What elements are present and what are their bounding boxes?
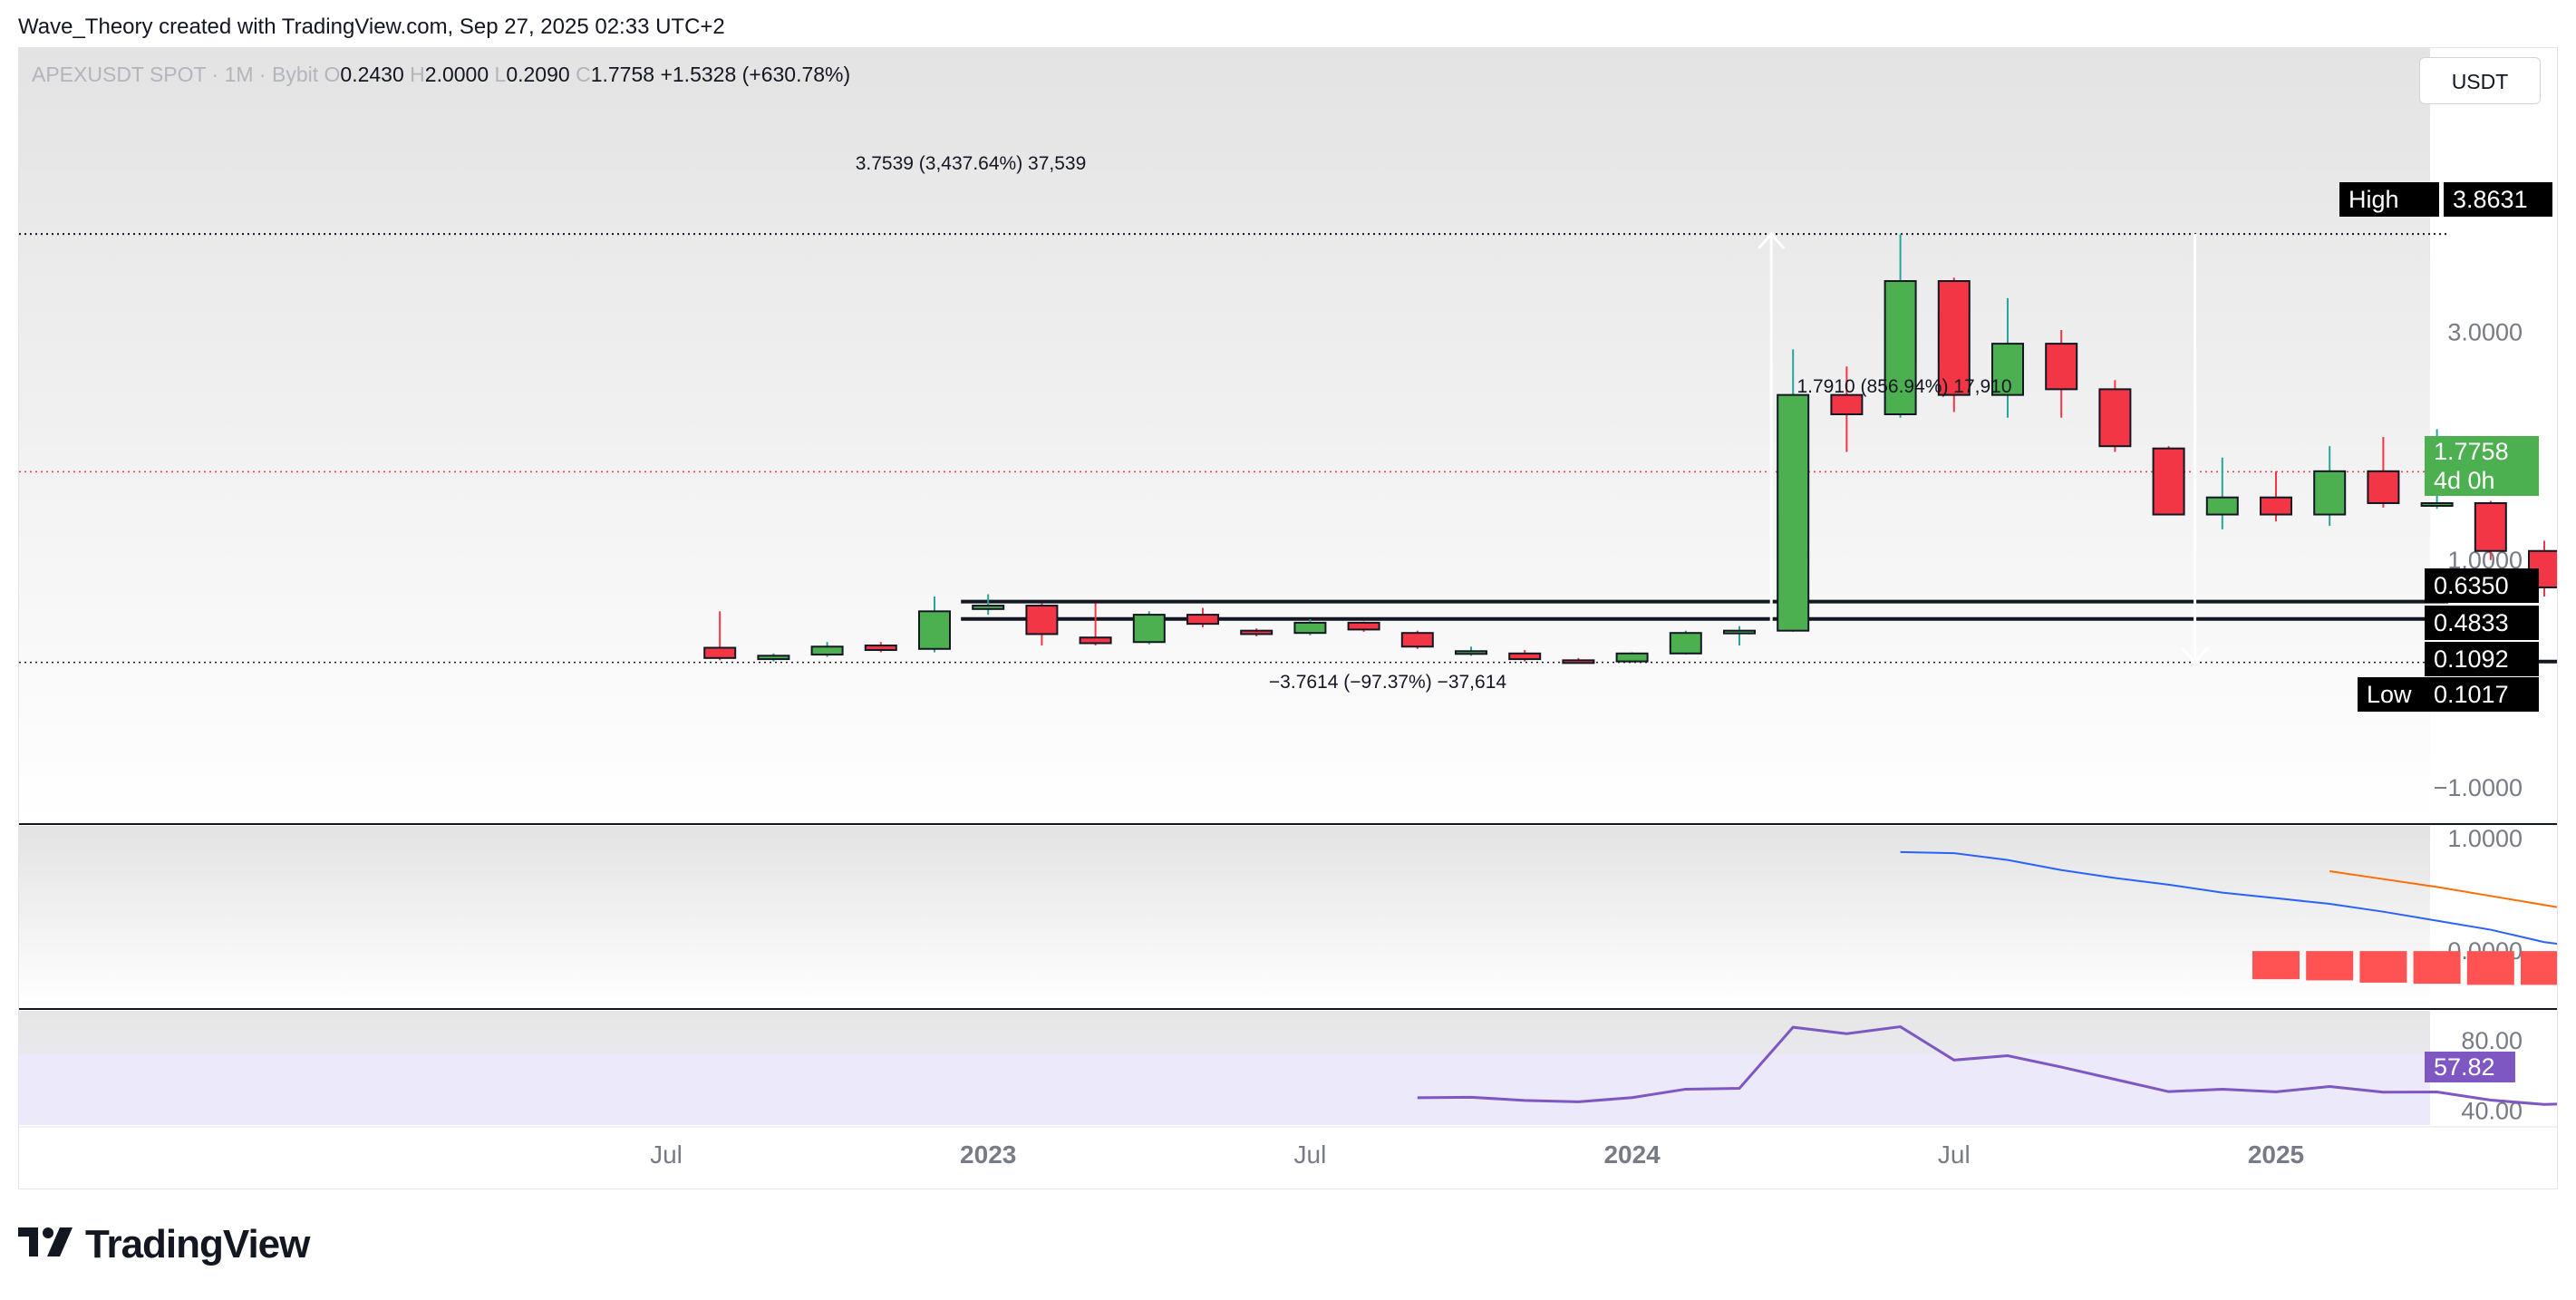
countdown-tag: 4d 0h — [2425, 465, 2539, 496]
high-label-tag: High — [2339, 182, 2439, 217]
candle-body — [1186, 614, 1219, 626]
candle-body — [703, 646, 737, 659]
candle-body — [1400, 632, 1434, 648]
candle-body — [1991, 343, 2024, 396]
candle-body — [757, 655, 790, 661]
candle-body — [1347, 621, 1380, 631]
rsi-value-tag: 57.82 — [2425, 1052, 2515, 1082]
level-tag-2: 0.4833 — [2425, 606, 2539, 640]
rise-measure-label: 1.7910 (856.94%) 17,910 — [1796, 376, 2011, 397]
rsi-band — [19, 1054, 2430, 1125]
chart-container[interactable]: 3.0000 2.0000 1.0000 −1.0000 3.7539 (3,437.6… — [18, 47, 2558, 1189]
macd-histogram-bar — [2359, 951, 2407, 983]
candle-body — [810, 645, 844, 656]
high-value: 2.0000 — [424, 63, 489, 86]
last-price-tag: 1.7758 — [2425, 436, 2539, 467]
time-axis-tick: Jul — [650, 1140, 683, 1169]
drop-arrow-head — [2181, 646, 2209, 665]
candle-body — [972, 605, 1005, 610]
macd-histogram-bar — [2306, 951, 2354, 981]
candle-body — [2313, 470, 2347, 516]
close-label: C — [576, 63, 591, 86]
brand-name: TradingView — [85, 1222, 310, 1266]
candle-body — [2152, 447, 2185, 516]
close-value: 1.7758 — [590, 63, 655, 86]
open-value: 0.2430 — [340, 63, 404, 86]
open-label: O — [324, 63, 341, 86]
rsi-line — [1417, 1024, 2557, 1106]
candle-body — [1293, 621, 1327, 635]
candle-body — [2045, 343, 2078, 391]
macd-signal-line — [2329, 870, 2557, 908]
candle-body — [864, 645, 897, 652]
time-axis-tick: Jul — [1938, 1140, 1971, 1169]
candle-body — [1937, 280, 1971, 396]
low-price-tag: 0.1017 — [2425, 677, 2539, 712]
candle-body — [1025, 605, 1059, 635]
time-axis-tick: Jul — [1294, 1140, 1327, 1169]
price-axis-tick: −1.0000 — [2434, 774, 2523, 801]
candle-body — [2205, 496, 2239, 516]
time-axis-tick: 2025 — [2248, 1140, 2304, 1169]
tradingview-logo-icon — [18, 1227, 73, 1256]
price-change: +1.5328 (+630.78%) — [660, 63, 851, 86]
candle-body — [1508, 652, 1542, 661]
macd-histogram-bar — [2413, 951, 2461, 985]
tradingview-brand[interactable]: TradingView — [18, 1222, 310, 1267]
time-axis-tick: 2023 — [960, 1140, 1016, 1169]
high-measure-label: 3.7539 (3,437.64%) 37,539 — [856, 153, 1087, 174]
candle-body — [1079, 636, 1112, 645]
candle-body — [2098, 388, 2132, 448]
macd-axis-tick: 1.0000 — [2447, 825, 2523, 852]
high-label: H — [410, 63, 425, 86]
macd-histogram-bar — [2252, 951, 2300, 980]
candle-body — [918, 610, 951, 650]
chart-svg[interactable]: 3.0000 2.0000 1.0000 −1.0000 3.7539 (3,437.6… — [19, 48, 2558, 1189]
chart-attribution-header: Wave_Theory created with TradingView.com… — [18, 15, 725, 39]
candle-body — [2367, 470, 2400, 504]
high-price-tag: 3.8631 — [2444, 182, 2552, 217]
macd-histogram-bar — [2466, 951, 2514, 985]
candle-body — [1884, 280, 1917, 415]
drop-measure-label: −3.7614 (−97.37%) −37,614 — [1269, 672, 1506, 693]
candle-body — [2474, 501, 2507, 552]
macd-line — [1900, 850, 2557, 945]
candle-body — [1562, 659, 1595, 665]
level-tag-1: 0.6350 — [2425, 568, 2539, 603]
low-label: L — [494, 63, 507, 86]
time-axis-tick: 2024 — [1603, 1140, 1661, 1169]
candle-body — [1132, 614, 1166, 644]
low-label-tag: Low — [2358, 677, 2425, 712]
symbol-name: APEXUSDT SPOT · 1M · Bybit — [32, 63, 319, 86]
candle-body — [1240, 629, 1273, 635]
symbol-ohlc-legend: APEXUSDT SPOT · 1M · Bybit O0.2430 H2.00… — [32, 63, 850, 87]
candle-body — [1777, 393, 1810, 632]
candle-body — [2420, 501, 2454, 507]
candle-body — [1615, 652, 1649, 663]
macd-histogram-bar — [2521, 951, 2557, 985]
rise-arrow-head — [1758, 231, 1786, 250]
rsi-axis-tick: 80.00 — [2461, 1027, 2523, 1054]
main-pane-background — [19, 48, 2430, 823]
low-value: 0.2090 — [506, 63, 570, 86]
level-tag-3: 0.1092 — [2425, 642, 2539, 676]
candle-body — [1455, 650, 1487, 655]
price-axis-tick: 3.0000 — [2447, 319, 2523, 346]
candle-body — [1830, 393, 1864, 415]
macd-pane-background — [19, 826, 2430, 1007]
candle-body — [1669, 632, 1702, 655]
currency-button[interactable]: USDT — [2419, 57, 2541, 104]
candle-body — [1723, 629, 1756, 635]
candle-body — [2260, 496, 2292, 516]
